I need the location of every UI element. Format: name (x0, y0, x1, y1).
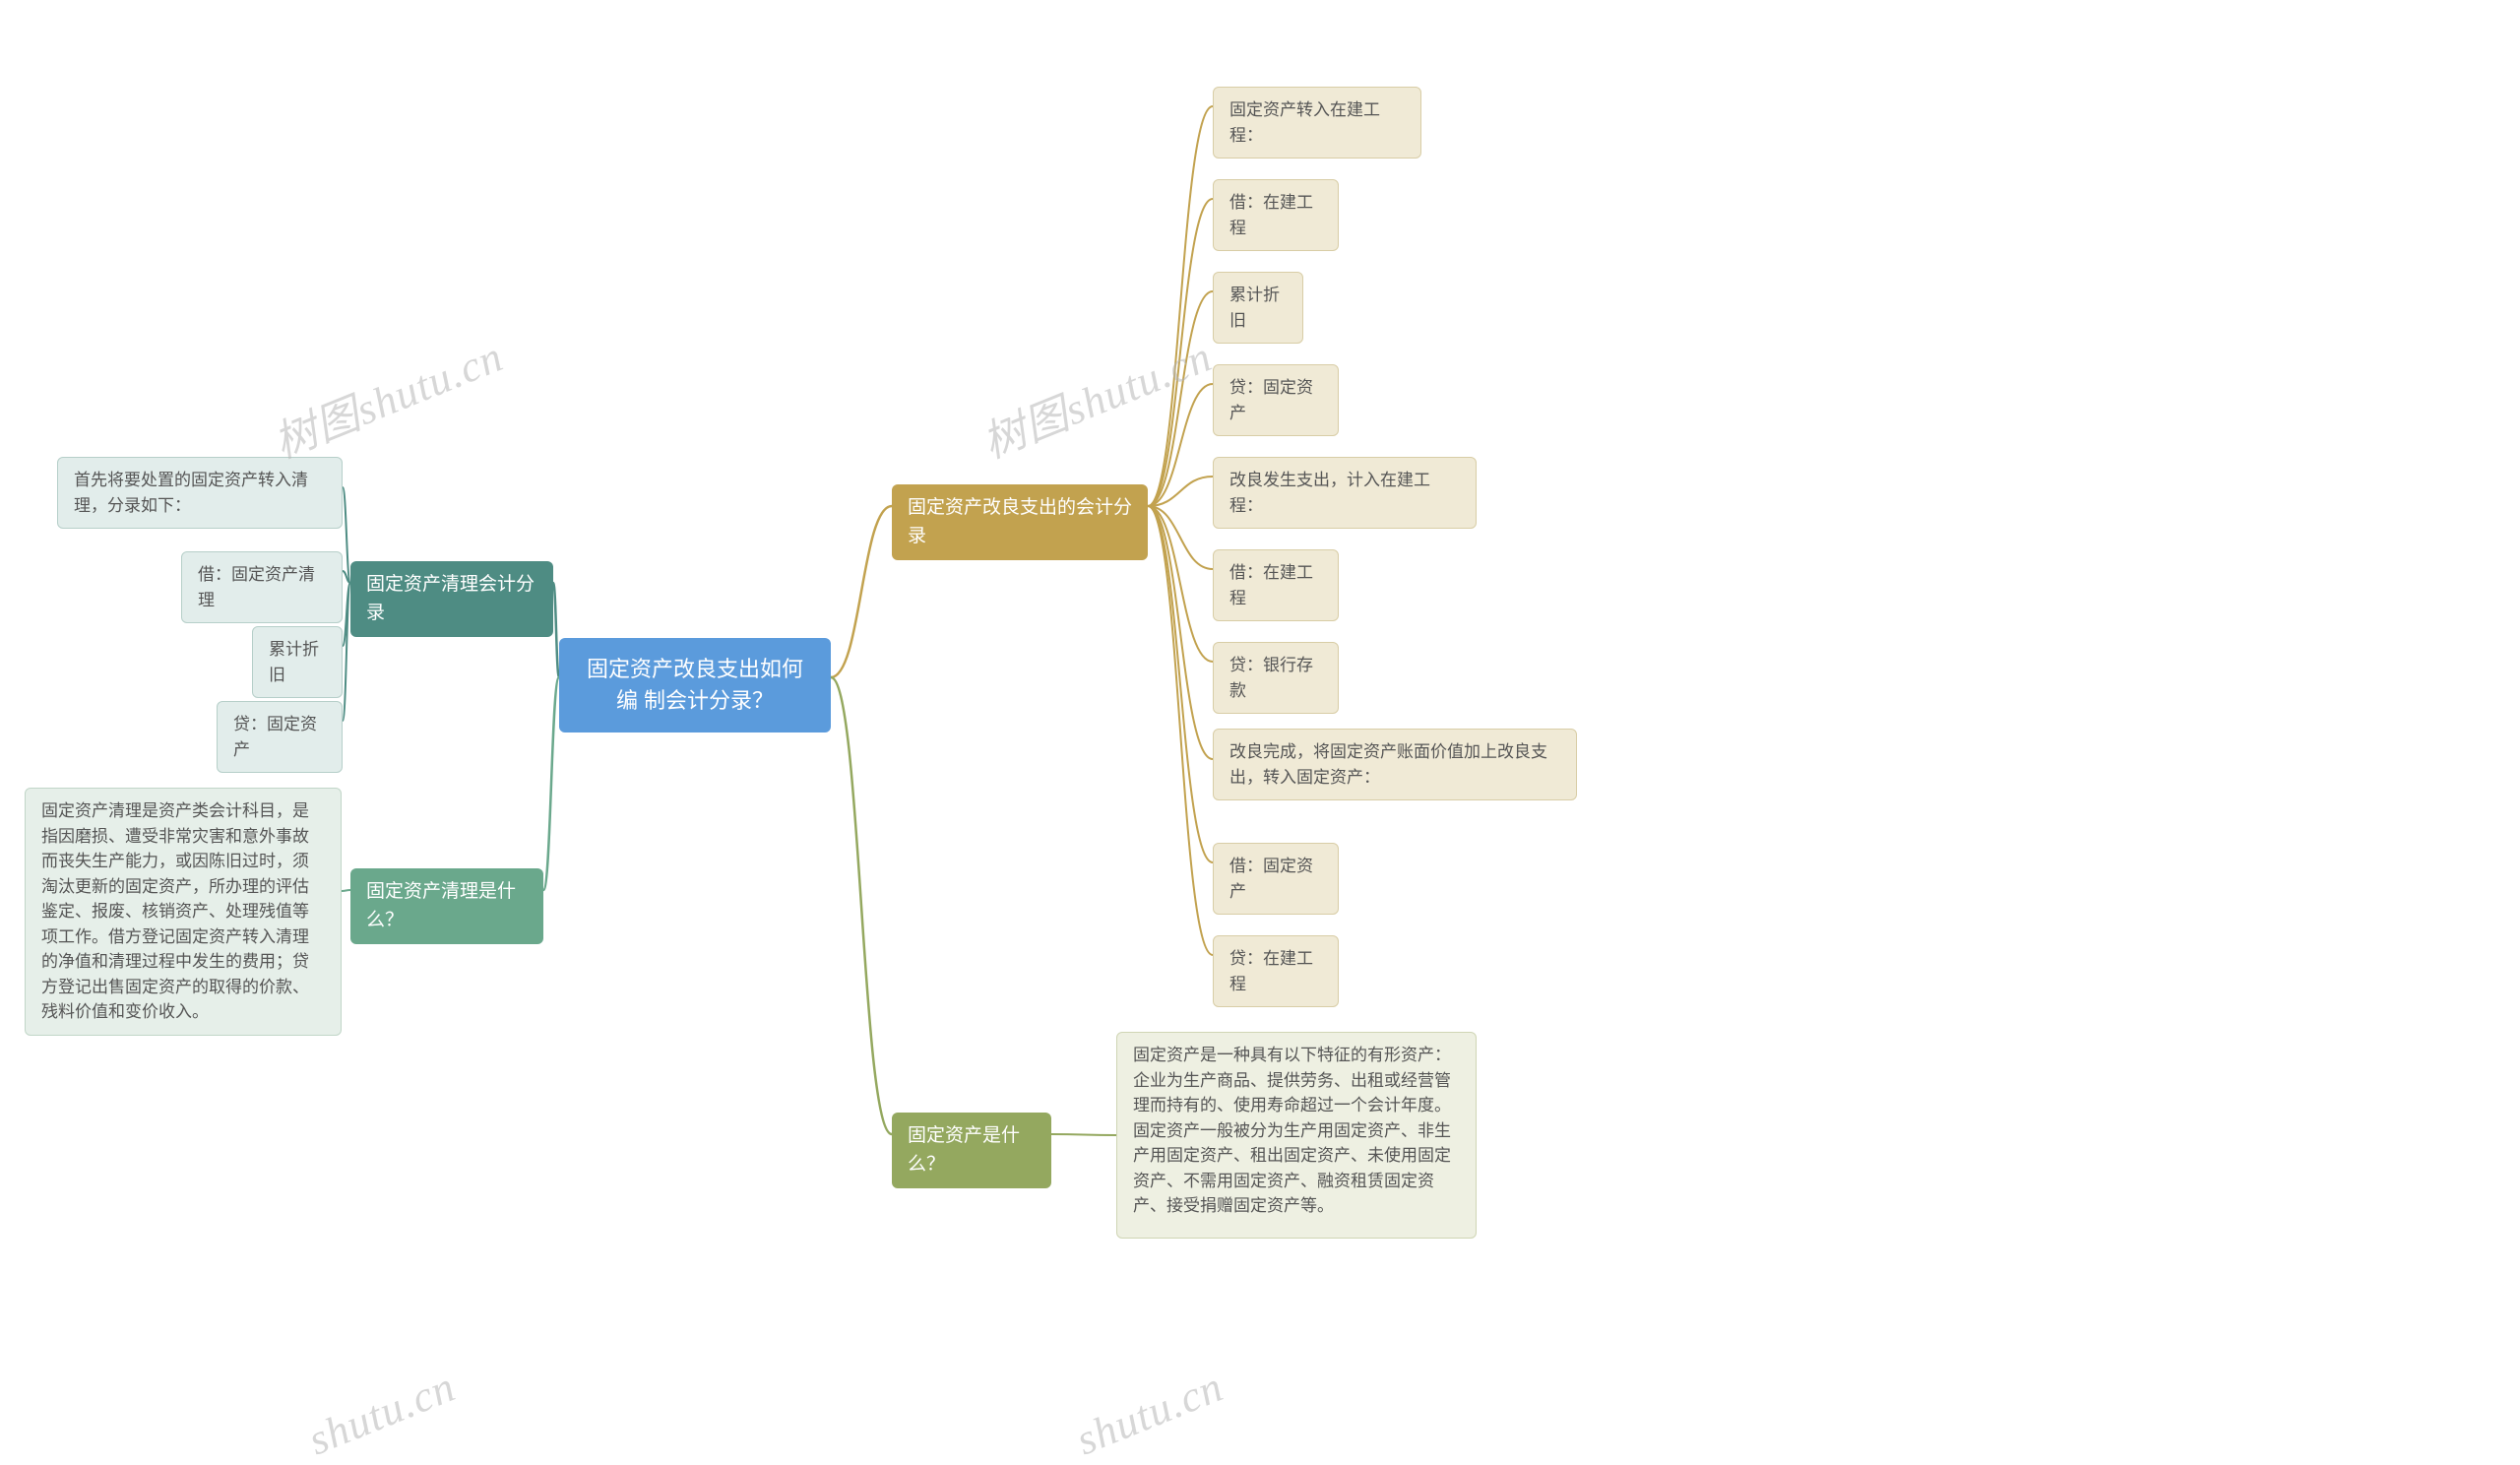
leaf-r1-7: 改良完成，将固定资产账面价值加上改良支出，转入固定资产： (1213, 729, 1577, 800)
leaf-l1-0: 首先将要处置的固定资产转入清理，分录如下： (57, 457, 343, 529)
watermark-1: 树图shutu.cn (972, 321, 1220, 470)
leaf-r1-2: 累计折旧 (1213, 272, 1303, 344)
leaf-l1-3: 贷：固定资产 (217, 701, 343, 773)
leaf-l1-2: 累计折旧 (252, 626, 343, 698)
leaf-r1-8: 借：固定资产 (1213, 843, 1339, 915)
watermark-0: 树图shutu.cn (263, 321, 511, 470)
root-label: 固定资产改良支出如何编 制会计分录？ (587, 657, 803, 713)
leaf-l1-1: 借：固定资产清理 (181, 551, 343, 623)
branch-r1: 固定资产改良支出的会计分录 (892, 484, 1148, 560)
branch-r2: 固定资产是什么？ (892, 1113, 1051, 1188)
leaf-r1-1: 借：在建工程 (1213, 179, 1339, 251)
leaf-r1-5: 借：在建工程 (1213, 549, 1339, 621)
leaf-r1-6: 贷：银行存款 (1213, 642, 1339, 714)
root-node: 固定资产改良支出如何编 制会计分录？ (559, 638, 831, 732)
leaf-r1-9: 贷：在建工程 (1213, 935, 1339, 1007)
watermark-2: shutu.cn (301, 1362, 463, 1465)
branch-l2: 固定资产清理是什么？ (350, 868, 543, 944)
leaf-r1-3: 贷：固定资产 (1213, 364, 1339, 436)
leaf-r2-0: 固定资产是一种具有以下特征的有形资产：企业为生产商品、提供劳务、出租或经营管理而… (1116, 1032, 1477, 1239)
watermark-3: shutu.cn (1069, 1362, 1230, 1465)
branch-l1: 固定资产清理会计分录 (350, 561, 553, 637)
leaf-l2-0: 固定资产清理是资产类会计科目，是指因磨损、遭受非常灾害和意外事故而丧失生产能力，… (25, 788, 342, 1036)
leaf-r1-0: 固定资产转入在建工程： (1213, 87, 1421, 159)
leaf-r1-4: 改良发生支出，计入在建工程： (1213, 457, 1477, 529)
